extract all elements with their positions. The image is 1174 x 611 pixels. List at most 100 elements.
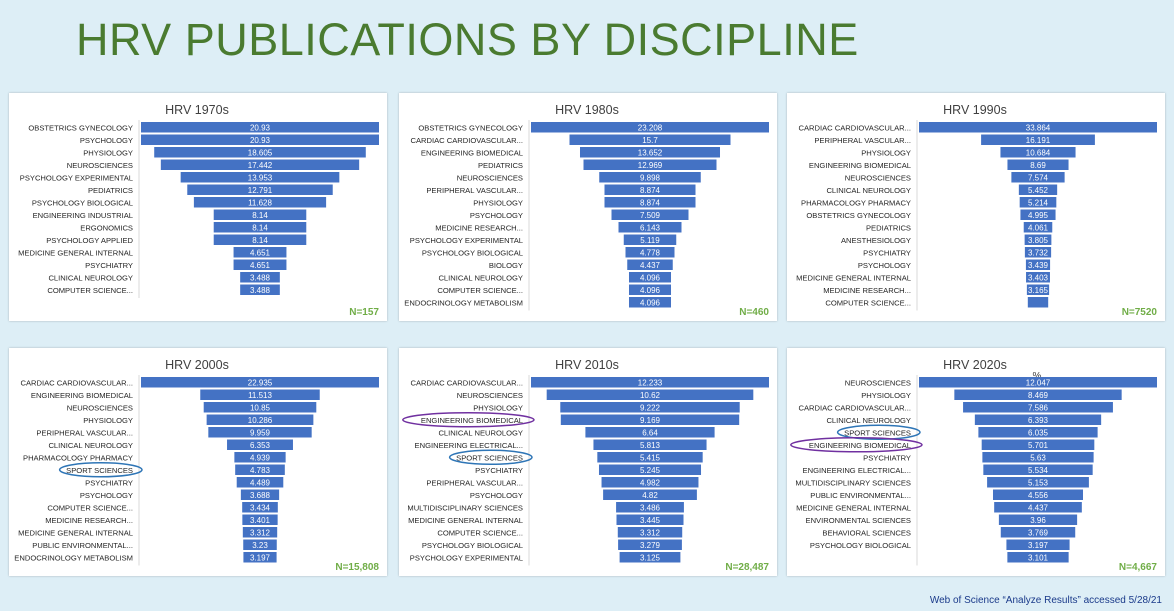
funnel-bar bbox=[233, 247, 287, 258]
category-label: ENGINEERING BIOMEDICAL bbox=[31, 391, 133, 400]
bar-value-label: 16.191 bbox=[1026, 136, 1051, 145]
bar-value-label: 4.556 bbox=[1028, 491, 1049, 500]
bar-value-label: 3.197 bbox=[250, 553, 271, 562]
bar-value-label: 5.245 bbox=[640, 466, 661, 475]
bar-value-label: 8.69 bbox=[1030, 161, 1046, 170]
category-label: SPORT SCIENCES bbox=[456, 453, 523, 462]
funnel-bar bbox=[998, 514, 1078, 525]
sample-size-label: N=157 bbox=[349, 307, 379, 318]
funnel-bar bbox=[180, 172, 340, 183]
funnel-bar bbox=[1019, 197, 1057, 208]
bar-value-label: 9.222 bbox=[640, 403, 661, 412]
bar-value-label: 9.959 bbox=[250, 428, 271, 437]
category-label: CARDIAC CARDIOVASCULAR... bbox=[798, 123, 911, 132]
highlight-ellipse-purple bbox=[790, 437, 923, 453]
bar-value-label: 4.778 bbox=[640, 248, 661, 257]
category-label: PERIPHERAL VASCULAR... bbox=[426, 478, 523, 487]
funnel-bar bbox=[1026, 272, 1050, 283]
funnel-bar bbox=[625, 247, 675, 258]
bar-value-label: 3.434 bbox=[250, 503, 271, 512]
category-label: CARDIAC CARDIOVASCULAR... bbox=[20, 378, 133, 387]
bar-value-label: 6.64 bbox=[642, 428, 658, 437]
funnel-bar bbox=[585, 427, 715, 438]
bar-value-label: 4.096 bbox=[640, 273, 661, 282]
page-title: HRV PUBLICATIONS BY DISCIPLINE bbox=[76, 14, 859, 65]
category-label: COMPUTER SCIENCE... bbox=[47, 286, 133, 295]
bar-value-label: 4.096 bbox=[640, 286, 661, 295]
category-label: ENGINEERING INDUSTRIAL bbox=[33, 211, 133, 220]
funnel-bar bbox=[206, 414, 314, 425]
highlight-ellipse-blue bbox=[448, 449, 533, 466]
category-label: PHYSIOLOGY bbox=[83, 416, 133, 425]
funnel-bar bbox=[234, 452, 286, 463]
category-label: OBSTETRICS GYNECOLOGY bbox=[28, 123, 133, 132]
funnel-bar bbox=[213, 234, 307, 245]
category-label: PSYCHOLOGY EXPERIMENTAL bbox=[410, 553, 523, 562]
bar-value-label: 9.898 bbox=[640, 173, 661, 182]
bar-value-label: 3.488 bbox=[250, 273, 271, 282]
chart-unit-label: % bbox=[1033, 371, 1042, 382]
bar-value-label: 6.393 bbox=[1028, 416, 1049, 425]
bar-value-label: 20.93 bbox=[250, 136, 271, 145]
funnel-bar bbox=[963, 402, 1113, 413]
funnel-bar bbox=[994, 502, 1082, 513]
funnel-bar bbox=[1025, 259, 1051, 270]
funnel-bar bbox=[919, 377, 1157, 388]
bar-value-label: 4.061 bbox=[1028, 223, 1049, 232]
category-label: NEUROSCIENCES bbox=[457, 391, 523, 400]
bar-value-label: 15.7 bbox=[642, 136, 658, 145]
funnel-bar bbox=[160, 159, 360, 170]
funnel-bar bbox=[213, 209, 307, 220]
funnel-bar bbox=[1020, 209, 1056, 220]
category-label: PSYCHOLOGY EXPERIMENTAL bbox=[20, 173, 133, 182]
funnel-bar bbox=[208, 427, 312, 438]
funnel-bar bbox=[236, 477, 284, 488]
category-label: PHYSIOLOGY bbox=[861, 148, 911, 157]
category-label: PSYCHOLOGY BIOLOGICAL bbox=[422, 541, 523, 550]
funnel-bar bbox=[240, 284, 280, 295]
category-label: PSYCHOLOGY bbox=[80, 136, 133, 145]
category-label: ENVIRONMENTAL SCIENCES bbox=[806, 516, 912, 525]
bar-value-label: 8.14 bbox=[252, 211, 268, 220]
funnel-bar bbox=[1000, 527, 1076, 538]
bar-value-label: 5.813 bbox=[640, 441, 661, 450]
chart-2000s: HRV 2000s 22.935 CARDIAC CARDIOVASCULAR...… bbox=[14, 358, 379, 573]
category-label: MEDICINE GENERAL INTERNAL bbox=[408, 516, 523, 525]
funnel-bar bbox=[604, 184, 696, 195]
funnel-bar bbox=[954, 389, 1122, 400]
bar-value-label: 12.791 bbox=[248, 186, 273, 195]
funnel-bar bbox=[992, 489, 1084, 500]
category-label: PSYCHOLOGY APPLIED bbox=[46, 236, 133, 245]
funnel-bar bbox=[618, 222, 682, 233]
bar-value-label: 12.233 bbox=[638, 378, 663, 387]
bar-value-label: 3.125 bbox=[640, 553, 661, 562]
bar-value-label: 7.586 bbox=[1028, 403, 1049, 412]
highlight-ellipse-blue bbox=[836, 424, 921, 441]
sample-size-label: N=28,487 bbox=[725, 562, 769, 573]
funnel-bar bbox=[141, 377, 379, 388]
chart-title: HRV 2020s bbox=[943, 358, 1007, 372]
bar-value-label: 13.953 bbox=[248, 173, 273, 182]
category-label: MEDICINE GENERAL INTERNAL bbox=[796, 273, 911, 282]
funnel-bar bbox=[531, 122, 769, 133]
category-label: SPORT SCIENCES bbox=[844, 428, 911, 437]
funnel-bar bbox=[1023, 222, 1053, 233]
category-label: NEUROSCIENCES bbox=[67, 161, 133, 170]
category-label: PSYCHIATRY bbox=[863, 248, 911, 257]
funnel-bar bbox=[616, 502, 684, 513]
funnel-bar bbox=[200, 389, 320, 400]
sample-size-label: N=460 bbox=[739, 307, 769, 318]
chart-panel-2000s: HRV 2000s 22.935 CARDIAC CARDIOVASCULAR...… bbox=[9, 348, 387, 576]
category-label: PSYCHOLOGY BIOLOGICAL bbox=[32, 198, 133, 207]
funnel-bar bbox=[616, 514, 684, 525]
bar-value-label: 6.353 bbox=[250, 441, 271, 450]
category-label: MEDICINE GENERAL INTERNAL bbox=[796, 503, 911, 512]
category-label: NEUROSCIENCES bbox=[845, 378, 911, 387]
category-label: PEDIATRICS bbox=[88, 186, 133, 195]
category-label: PSYCHOLOGY BIOLOGICAL bbox=[422, 248, 523, 257]
category-label: ERGONOMICS bbox=[80, 223, 133, 232]
highlight-ellipse-purple bbox=[402, 412, 535, 428]
category-label: PSYCHOLOGY BIOLOGICAL bbox=[810, 541, 911, 550]
bar-value-label: 3.279 bbox=[640, 541, 661, 550]
category-label: ANESTHESIOLOGY bbox=[841, 236, 911, 245]
